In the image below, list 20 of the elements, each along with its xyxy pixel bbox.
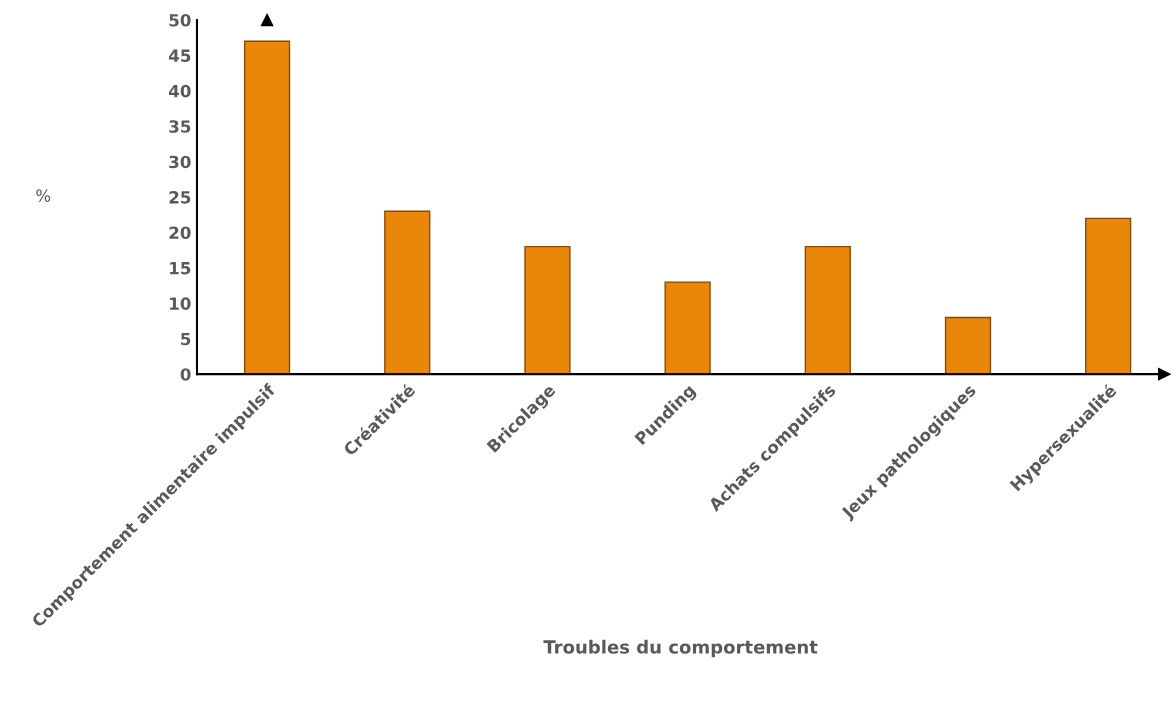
y-tick-label: 10 [170, 297, 191, 310]
bar [243, 40, 291, 375]
y-tick-label: 25 [169, 191, 191, 204]
y-tick-label: 15 [170, 262, 191, 275]
x-axis-title: Troubles du comportement [543, 639, 818, 658]
y-tick-label: 45 [168, 49, 191, 62]
bar [384, 210, 431, 375]
bar [944, 316, 992, 375]
bar [524, 245, 571, 375]
y-tick-label: 50 [169, 13, 191, 27]
bar [664, 281, 711, 375]
bar [1085, 217, 1132, 375]
y-tick-label: 30 [169, 155, 191, 169]
bar [804, 245, 851, 375]
y-tick-label: 20 [169, 226, 191, 240]
y-tick-label: 40 [168, 84, 191, 98]
y-axis-title: % [36, 189, 51, 202]
y-tick-label: 5 [181, 332, 191, 346]
y-tick-label: 0 [180, 368, 191, 381]
y-tick-label: 35 [169, 120, 191, 133]
